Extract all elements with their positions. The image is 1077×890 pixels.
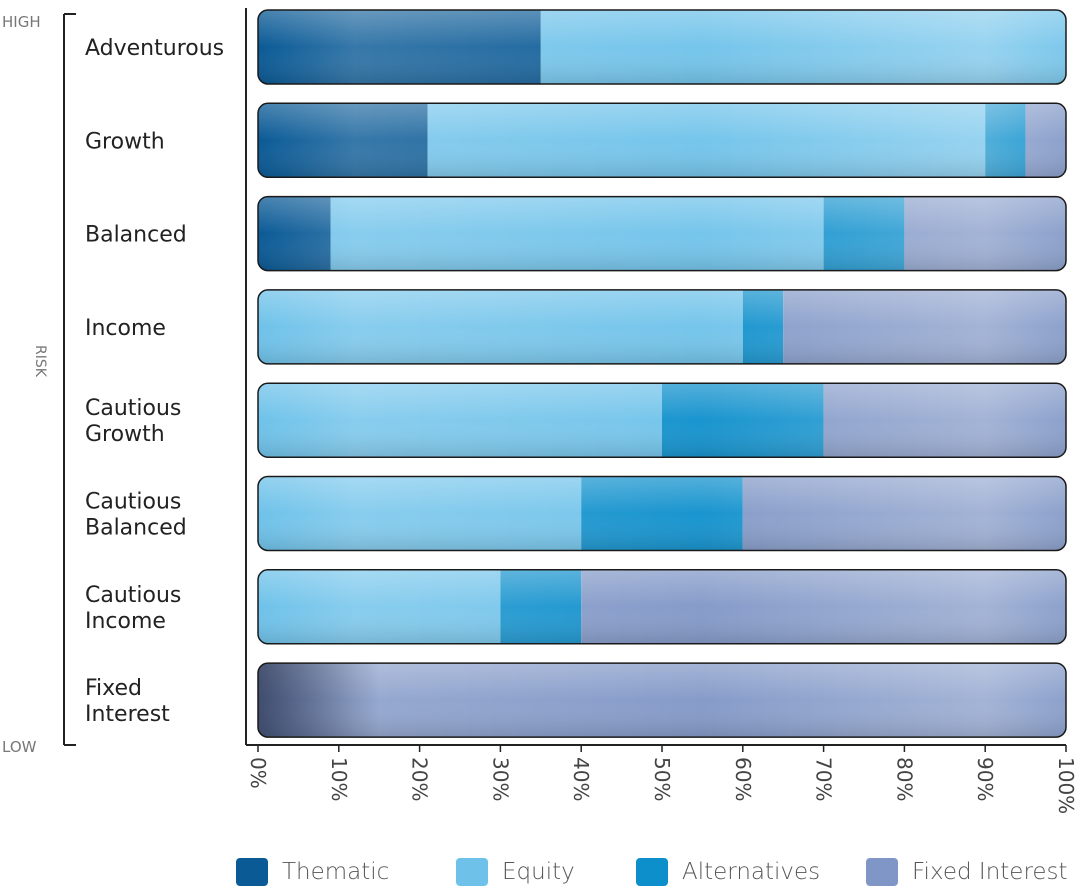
- category-label-line: Balanced: [85, 516, 187, 541]
- x-tick-label: 40%: [569, 757, 593, 801]
- legend-item: Alternatives: [636, 858, 820, 886]
- category-label-line: Income: [85, 316, 166, 341]
- category-label-line: Growth: [85, 422, 165, 447]
- legend-label: Alternatives: [682, 859, 821, 885]
- bar-shade: [258, 10, 1066, 84]
- x-tick-label: 90%: [973, 757, 997, 801]
- category-label: Adventurous: [85, 36, 224, 61]
- x-tick-label: 50%: [650, 757, 674, 801]
- category-label-line: Adventurous: [85, 36, 224, 61]
- risk-axis: HIGH LOW RISK: [2, 13, 76, 756]
- category-label-line: Cautious: [85, 396, 181, 421]
- bar-row: [258, 103, 1066, 178]
- bar-shade: [258, 476, 1066, 551]
- category-label: Balanced: [85, 223, 187, 248]
- x-tick-label: 30%: [488, 757, 512, 801]
- bar-row: [258, 569, 1066, 644]
- bar-outline: [257, 102, 1067, 179]
- legend-label: Thematic: [282, 859, 390, 885]
- x-tick-label: 70%: [812, 757, 836, 801]
- x-tick-label: 100%: [1054, 757, 1077, 814]
- legend-swatch: [636, 858, 668, 886]
- bar-row: [258, 663, 1066, 738]
- risk-low-label: LOW: [2, 738, 37, 756]
- bar-outline: [257, 475, 1067, 552]
- bar-outline: [257, 569, 1067, 645]
- legend-swatch: [456, 858, 488, 886]
- risk-axis-label: RISK: [32, 345, 48, 378]
- bar-row: [258, 289, 1066, 364]
- bar-shade: [258, 569, 1066, 644]
- legend-item: Thematic: [236, 858, 389, 886]
- category-label: Cautious Income: [85, 583, 181, 634]
- x-tick-label: 80%: [892, 757, 916, 801]
- bar-outline: [257, 382, 1067, 458]
- x-tick-label: 60%: [731, 757, 755, 801]
- category-label-line: Fixed: [85, 676, 142, 701]
- bar-shade: [258, 196, 1066, 271]
- category-label: Cautious Growth: [85, 396, 181, 447]
- legend: Thematic Equity Alternatives Fixed Interest: [236, 858, 1077, 890]
- bar-outline: [257, 662, 1067, 738]
- category-label: Income: [85, 316, 166, 341]
- bar-row: [258, 476, 1066, 551]
- bar-shade: [258, 383, 1066, 458]
- category-label: Cautious Balanced: [85, 490, 187, 541]
- legend-swatch: [236, 858, 268, 886]
- category-label-line: Cautious: [85, 583, 181, 608]
- legend-label: Equity: [502, 859, 575, 885]
- legend-label: Fixed Interest: [912, 859, 1068, 885]
- category-label-line: Cautious: [85, 490, 181, 515]
- x-tick-label: 20%: [408, 757, 432, 801]
- category-label-line: Growth: [85, 129, 165, 154]
- legend-item: Equity: [456, 858, 575, 886]
- category-label: Growth: [85, 129, 165, 154]
- category-label: Fixed Interest: [85, 676, 170, 727]
- risk-high-label: HIGH: [2, 13, 41, 31]
- x-tick-label: 0%: [246, 757, 270, 789]
- legend-swatch: [866, 858, 898, 886]
- bar-outline: [257, 289, 1067, 365]
- bar-row: [258, 383, 1066, 458]
- bar-outline: [257, 195, 1067, 272]
- bar-dark-edge: [258, 663, 1066, 738]
- category-label-line: Balanced: [85, 223, 187, 248]
- category-label-line: Interest: [85, 702, 170, 727]
- bar-row: [258, 196, 1066, 271]
- bar-shade: [258, 289, 1066, 364]
- bar-outline: [257, 9, 1067, 85]
- x-tick-label: 10%: [327, 757, 351, 801]
- category-label-line: Income: [85, 609, 166, 634]
- legend-item: Fixed Interest: [866, 858, 1068, 886]
- bar-shade: [258, 103, 1066, 178]
- bar-row: [258, 10, 1066, 84]
